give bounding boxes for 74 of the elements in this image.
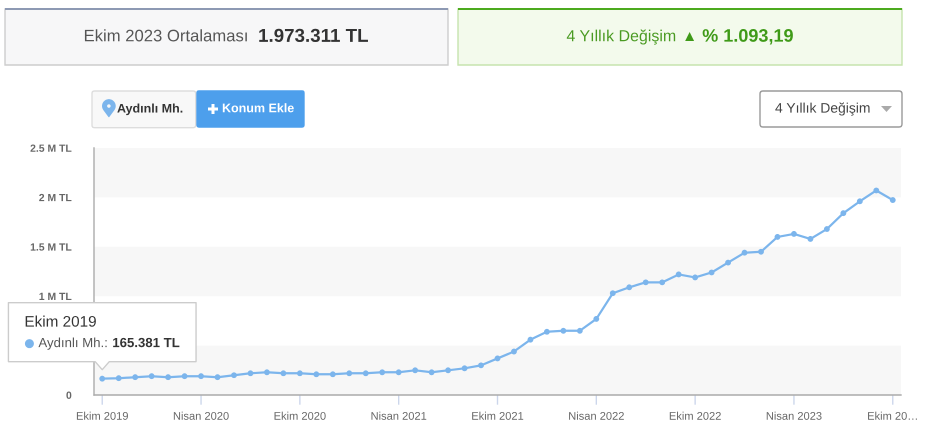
point: [890, 197, 896, 203]
point: [642, 279, 649, 286]
text: ▲: [685, 32, 694, 41]
text: Ekim 2023 Ortalaması: [84, 29, 247, 42]
point: [873, 188, 880, 194]
text: 4 Yıllık Değişim: [775, 102, 870, 116]
point: [248, 370, 254, 376]
point: [824, 226, 830, 232]
point: [182, 373, 188, 380]
point: [774, 234, 780, 240]
point: [593, 316, 600, 322]
point: [528, 336, 534, 343]
point: [445, 367, 452, 374]
point: [346, 370, 352, 376]
point: [560, 328, 566, 334]
y-tick-label: 1 M TL: [39, 292, 72, 300]
x-tick-label: Nisan 2020: [174, 412, 229, 420]
point: [758, 248, 764, 255]
point: [214, 374, 220, 380]
x-tick-label: Ekim 2022: [670, 412, 721, 420]
x-tick-label: Ekim 2021: [472, 412, 524, 420]
point: [313, 371, 320, 378]
text: % 1.093,19: [702, 29, 793, 44]
point: [808, 236, 814, 242]
point: [494, 356, 500, 362]
y-tick-label: 0: [66, 392, 72, 399]
point: [412, 367, 418, 374]
point: [264, 369, 270, 376]
annotation: 165.381 TL: [113, 338, 180, 348]
point: [576, 328, 583, 334]
point: [478, 362, 484, 368]
annotation: Ekim 2019: [26, 316, 96, 327]
point: [379, 369, 386, 376]
point: [742, 250, 748, 256]
x-tick-label: Nisan 2022: [569, 412, 624, 420]
point: [362, 370, 369, 376]
point: [544, 328, 550, 335]
annotation: Aydınlı Mh.:: [38, 338, 107, 350]
point: [116, 375, 122, 382]
point: [165, 374, 172, 380]
point: [511, 348, 517, 354]
legend-label: Aydınlı Mh.: [117, 104, 182, 116]
point: [280, 370, 286, 376]
x-tick-label: Ekim 20…: [868, 412, 917, 420]
y-tick-label: 2.5 M TL: [30, 144, 72, 152]
point: [231, 372, 237, 378]
point: [626, 284, 632, 290]
point: [610, 290, 616, 296]
text: 1.973.311 TL: [259, 28, 368, 42]
point: [676, 272, 682, 278]
point: [296, 370, 303, 376]
point: [708, 270, 715, 276]
point: [99, 376, 106, 382]
point: [840, 210, 846, 216]
text: 4 Yıllık Değişim: [566, 29, 676, 45]
x-tick-label: Ekim 2019: [76, 412, 128, 420]
x-tick-label: Ekim 2020: [274, 412, 326, 420]
point: [791, 231, 797, 237]
point: [198, 373, 204, 380]
x-tick-label: Nisan 2023: [766, 412, 822, 420]
point: [132, 374, 138, 380]
point: [330, 371, 336, 378]
y-tick-label: 1.5 M TL: [30, 243, 72, 251]
point: [692, 274, 698, 280]
point: [856, 198, 863, 204]
point: [396, 369, 402, 376]
point: [659, 279, 666, 286]
x-tick-label: Nisan 2021: [371, 412, 426, 420]
y-tick-label: 2 M TL: [39, 194, 72, 202]
point: [462, 365, 468, 372]
point: [148, 373, 155, 380]
point: [428, 369, 435, 376]
text: Konum Ekle: [222, 103, 294, 112]
point: [725, 260, 731, 266]
